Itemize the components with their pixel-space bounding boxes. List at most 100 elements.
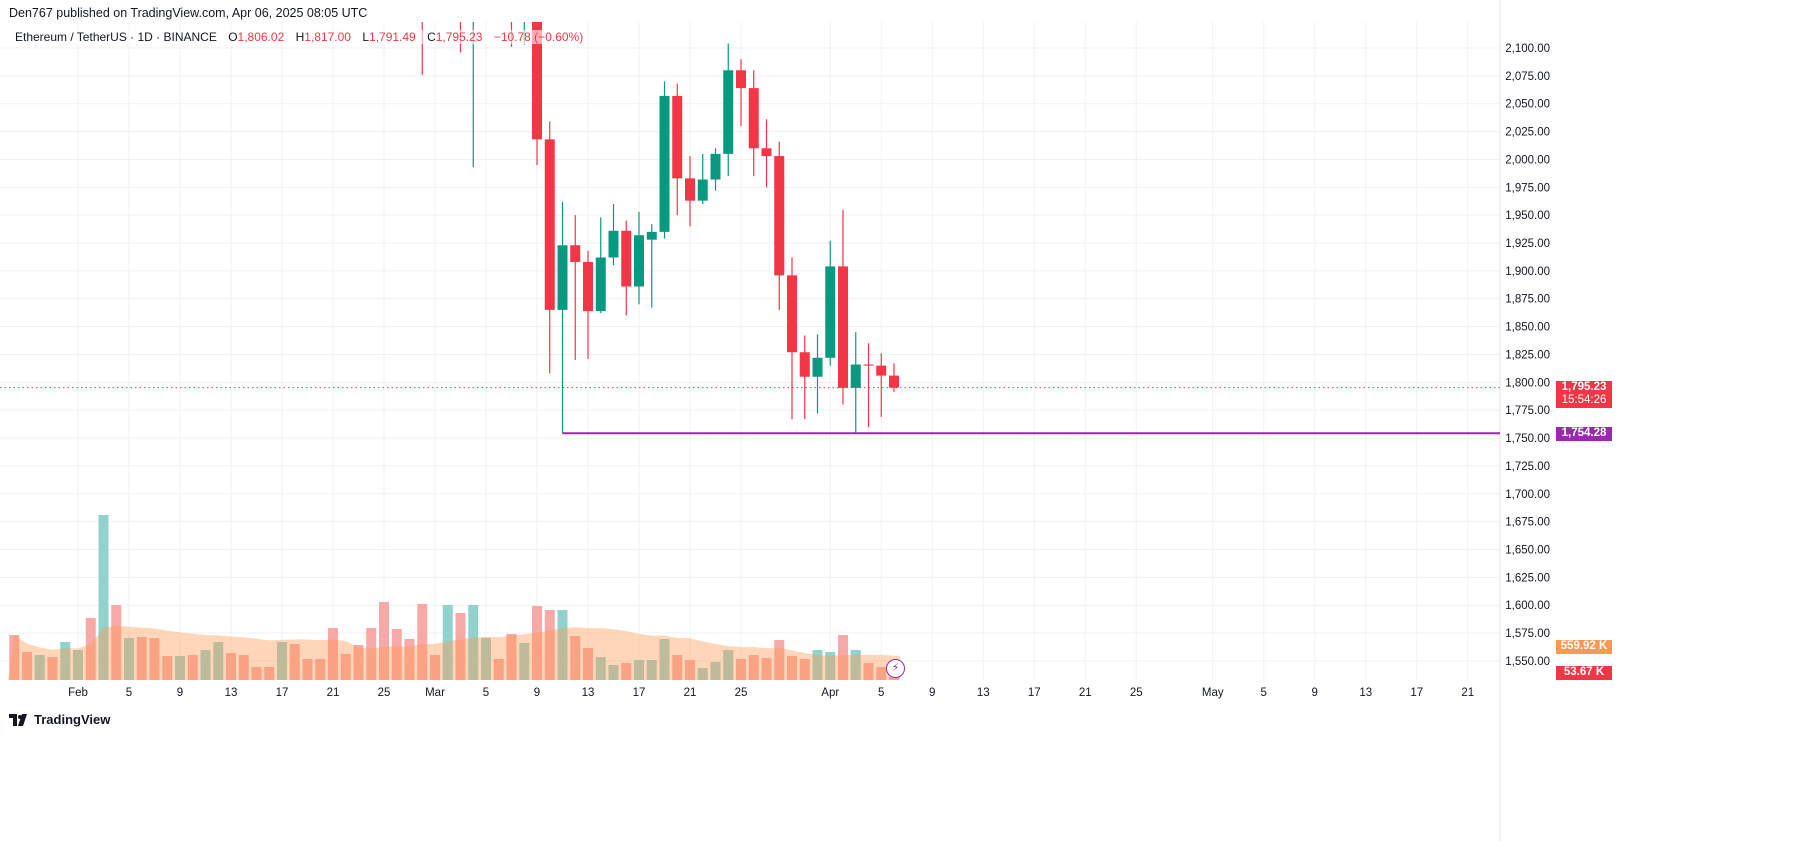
volume-bar: [608, 665, 619, 680]
time-tick-label: 25: [1130, 687, 1143, 699]
volume-bar: [22, 652, 32, 680]
low-value: 1,791.49: [369, 30, 416, 44]
last-price-value: 1,795.23: [1561, 381, 1607, 393]
candle-body: [659, 95, 670, 232]
candle-body: [748, 88, 759, 149]
volume-bar: [85, 618, 96, 680]
time-tick-label: 17: [1410, 687, 1423, 699]
change-value: −10.78 (−0.60%): [493, 30, 584, 44]
low-label: L: [362, 30, 370, 44]
price-tick-label: 2,100.00: [1505, 43, 1550, 55]
volume-ma-tag: 559.92 K: [1556, 640, 1612, 654]
price-tick-label: 1,650.00: [1505, 544, 1550, 556]
publish-info: Den767 published on TradingView.com, Apr…: [9, 6, 368, 20]
volume-bar: [73, 650, 83, 680]
candle-body: [710, 153, 721, 180]
time-tick-label: 9: [1312, 687, 1318, 699]
candle-body: [544, 139, 555, 310]
volume-bar: [404, 639, 415, 680]
lightning-icon[interactable]: ⚡: [886, 659, 905, 678]
candle-body: [697, 179, 708, 201]
time-tick-label: 17: [633, 687, 646, 699]
candle-body: [723, 70, 734, 154]
price-tick-label: 1,950.00: [1505, 210, 1550, 222]
volume-ma-area: [8, 625, 900, 680]
volume-bar: [315, 659, 326, 680]
time-axis[interactable]: Feb 5 9 13 17 21 25 Mar 5 9 13 17 21 25 Apr 5 9 13 17 21 25 M…: [68, 687, 1474, 699]
volume-bar: [391, 629, 402, 680]
volume-bar: [583, 648, 593, 680]
time-tick-label: 13: [582, 687, 595, 699]
volume-bar: [277, 642, 287, 680]
volume-bar: [226, 653, 236, 680]
volume-bar: [493, 659, 504, 680]
grid-lines: [0, 0, 1501, 841]
volume-bar: [9, 635, 20, 680]
price-tick-label: 1,725.00: [1505, 461, 1550, 473]
volume-bar: [340, 654, 351, 680]
open-label: O: [228, 30, 238, 44]
price-tick-label: 2,000.00: [1505, 154, 1550, 166]
candle-body: [863, 364, 874, 366]
volume-bar: [519, 643, 530, 680]
volume-bar: [736, 659, 746, 680]
volume-bar: [697, 668, 708, 680]
volume-bar: [659, 639, 670, 680]
time-tick-label: 21: [1461, 687, 1474, 699]
symbol-title[interactable]: Ethereum / TetherUS · 1D · BINANCE: [15, 30, 217, 44]
volume-last-tag: 53.67 K: [1556, 666, 1612, 680]
volume-bar: [748, 655, 759, 680]
candle-body: [672, 95, 683, 179]
time-tick-label: 13: [225, 687, 238, 699]
price-tick-label: 1,850.00: [1505, 322, 1550, 334]
price-tick-label: 1,775.00: [1505, 405, 1550, 417]
price-tick-label: 1,925.00: [1505, 238, 1550, 250]
high-value: 1,817.00: [304, 30, 351, 44]
brand-name: TradingView: [34, 712, 111, 727]
high-label: H: [295, 30, 305, 44]
volume-bar: [799, 659, 810, 680]
price-axis[interactable]: 2,100.00 2,075.00 2,050.00 2,025.00 2,000.00…: [1505, 43, 1550, 668]
volume-bar: [850, 650, 861, 680]
candle-body: [850, 364, 861, 388]
symbol-legend: Ethereum / TetherUS · 1D · BINANCE O1,80…: [15, 30, 584, 44]
volume-bar: [557, 610, 568, 680]
candle-body: [736, 70, 746, 89]
price-tick-label: 1,600.00: [1505, 600, 1550, 612]
volume-bar: [302, 659, 313, 680]
candle-body: [608, 230, 619, 258]
close-label: C: [427, 30, 436, 44]
price-lines: [0, 387, 1500, 435]
candle-body: [646, 231, 657, 240]
candle-body: [570, 245, 581, 262]
time-tick-label: 13: [1359, 687, 1372, 699]
volume-bar: [685, 660, 695, 680]
price-tick-label: 1,625.00: [1505, 572, 1550, 584]
price-tick-label: 1,825.00: [1505, 349, 1550, 361]
time-tick-label: 25: [378, 687, 391, 699]
candle-body: [519, 0, 529, 3]
volume-bar: [251, 667, 262, 680]
candle-body: [621, 230, 632, 287]
open-value: 1,806.02: [237, 30, 285, 44]
candle-body: [812, 357, 823, 377]
volume-bar: [328, 628, 338, 680]
time-tick-label: Apr: [821, 687, 839, 699]
volume-bar: [481, 638, 491, 680]
time-tick-label: 13: [977, 687, 990, 699]
volume-bar: [468, 605, 479, 680]
price-tick-label: 1,900.00: [1505, 266, 1550, 278]
volume-bar: [621, 663, 632, 680]
time-tick-label: 9: [177, 687, 183, 699]
candle-body: [595, 257, 606, 311]
price-tick-label: 1,575.00: [1505, 628, 1550, 640]
volume-bar: [136, 637, 147, 680]
volume-bar: [774, 640, 785, 680]
volume-bar: [442, 605, 453, 680]
time-tick-label: 17: [1028, 687, 1041, 699]
time-tick-label: 5: [126, 687, 132, 699]
time-tick-label: 21: [684, 687, 697, 699]
volume-bar: [646, 660, 657, 680]
tradingview-footer[interactable]: TradingView: [9, 712, 110, 727]
